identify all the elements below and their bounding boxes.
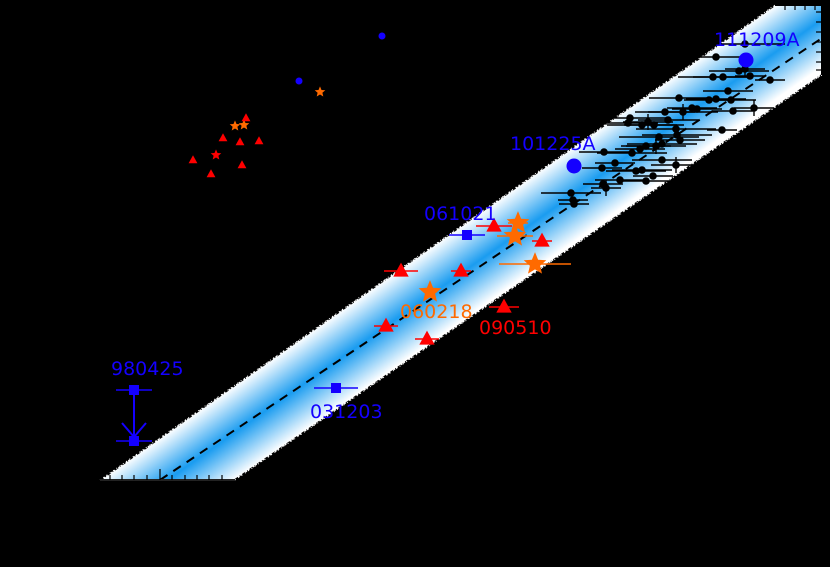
triangle-marker	[241, 113, 251, 122]
triangle-marker	[206, 169, 216, 178]
star-marker	[314, 86, 326, 97]
circle-marker	[636, 145, 644, 153]
circle-marker	[598, 164, 606, 172]
circle-marker	[661, 108, 669, 116]
circle-marker	[741, 40, 749, 48]
triangle-marker	[486, 217, 502, 232]
triangle-marker	[235, 137, 245, 146]
circle-marker	[750, 104, 758, 112]
circle-marker	[650, 121, 658, 129]
circle-marker	[693, 105, 701, 113]
circle-marker	[719, 73, 727, 81]
star-marker	[506, 211, 530, 233]
circle-marker	[570, 200, 578, 208]
circle-marker	[566, 158, 582, 174]
triangle-marker	[378, 317, 394, 332]
circle-marker	[616, 176, 624, 184]
circle-marker	[712, 95, 720, 103]
band-upper-edge-highlight	[99, 4, 776, 481]
triangle-marker	[453, 262, 469, 277]
circle-marker	[658, 156, 666, 164]
circle-marker	[567, 189, 575, 197]
circle-marker	[724, 87, 732, 95]
axis-ticks	[100, 4, 823, 481]
circle-marker	[675, 94, 683, 102]
circle-marker	[638, 166, 646, 174]
circle-marker	[378, 32, 386, 40]
grb-label-980425: 980425	[111, 358, 184, 380]
circle-marker	[718, 126, 726, 134]
arrow-head-icon	[121, 422, 147, 439]
band-upper-edge	[99, 4, 776, 481]
circle-marker	[746, 72, 754, 80]
grb-label-090510: 090510	[479, 317, 552, 339]
band-lower-edge-highlight	[234, 74, 823, 481]
grb-label-060218: 060218	[400, 301, 473, 323]
star-marker	[229, 120, 241, 131]
grb-label-061021: 061021	[424, 203, 497, 225]
circle-marker	[611, 159, 619, 167]
circle-marker	[632, 167, 640, 175]
circle-marker	[705, 96, 713, 104]
star-marker	[210, 149, 222, 160]
circle-marker	[295, 77, 303, 85]
circle-marker	[672, 161, 680, 169]
data-points	[116, 32, 785, 446]
circle-marker	[649, 172, 657, 180]
circle-marker	[642, 177, 650, 185]
star-marker	[523, 252, 547, 274]
circle-marker	[729, 107, 737, 115]
grb-labels: 111209A 101225A 061021 060218 090510 980425 03…	[111, 29, 800, 423]
square-marker	[331, 383, 341, 393]
grb-label-031203: 031203	[310, 401, 383, 423]
triangle-marker	[419, 330, 435, 345]
circle-marker	[628, 149, 636, 157]
band-lower-edge	[234, 74, 823, 481]
circle-marker	[712, 53, 720, 61]
circle-marker	[642, 142, 650, 150]
triangle-marker	[218, 133, 228, 142]
star-marker	[503, 224, 527, 246]
circle-marker	[644, 118, 652, 126]
triangle-marker	[534, 232, 550, 247]
triangle-marker	[254, 136, 264, 145]
circle-marker	[766, 76, 774, 84]
star-marker	[418, 280, 442, 302]
circle-marker	[738, 52, 754, 68]
triangle-marker	[393, 262, 409, 277]
circle-marker	[600, 148, 608, 156]
circle-marker	[672, 125, 680, 133]
grb-label-111209A: 111209A	[714, 29, 800, 51]
circle-marker	[676, 136, 684, 144]
triangle-marker	[188, 155, 198, 164]
square-marker	[462, 230, 472, 240]
triangle-marker	[496, 298, 512, 313]
star-marker	[238, 119, 250, 130]
circle-marker	[708, 159, 716, 167]
circle-marker	[602, 184, 610, 192]
triangle-marker	[237, 160, 247, 169]
grb-label-101225A: 101225A	[510, 133, 596, 155]
